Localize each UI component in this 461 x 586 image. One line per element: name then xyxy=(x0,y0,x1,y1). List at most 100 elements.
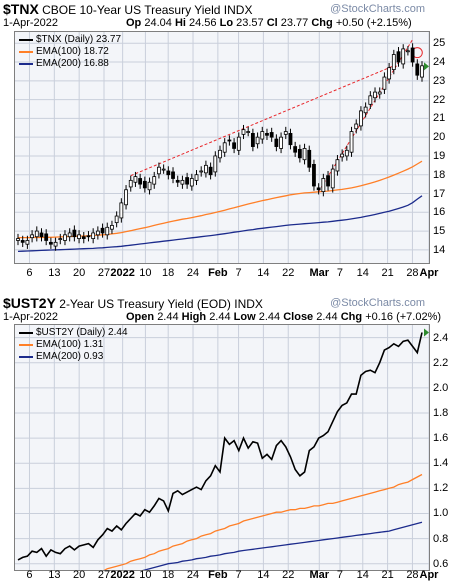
y-tick-label: 1.6 xyxy=(433,432,449,445)
legend-swatch xyxy=(19,51,33,53)
y-tick-label: 24 xyxy=(433,56,446,69)
ust2y-close-label: Close xyxy=(283,311,314,323)
candle-body xyxy=(128,179,133,188)
candle-body xyxy=(157,166,161,175)
x-tick-label: 20 xyxy=(73,569,86,581)
tnx-legend: $TNX (Daily) 23.77 EMA(100) 18.72 EMA(20… xyxy=(19,34,121,70)
ust2y-open-label: Open xyxy=(126,311,155,323)
candle-body xyxy=(236,136,241,151)
x-tick-label: 14 xyxy=(257,267,270,279)
y-tick-label: 19 xyxy=(433,149,446,162)
legend-swatch xyxy=(19,63,33,65)
candle-body xyxy=(39,232,44,238)
y-tick-label: 1.2 xyxy=(433,482,449,495)
candle-body xyxy=(86,235,91,238)
candle-body xyxy=(133,176,138,183)
candle-body xyxy=(100,227,105,234)
x-tick-label: 28 xyxy=(406,267,419,279)
last-value-marker xyxy=(424,328,429,337)
x-tick-label: 21 xyxy=(381,569,394,581)
tnx-date: 1-Apr-2022 xyxy=(3,17,59,29)
candle-body xyxy=(420,65,424,78)
candle-body xyxy=(302,148,307,161)
candle-body xyxy=(359,110,363,127)
candle-body xyxy=(16,238,20,241)
tnx-legend-item-price: $TNX (Daily) 23.77 xyxy=(19,34,121,46)
candle-body xyxy=(25,240,30,245)
x-tick-label: 20 xyxy=(73,267,86,279)
ema-line-100 xyxy=(18,160,423,239)
candle-body xyxy=(269,132,274,138)
ust2y-x-axis: 6 13 20 27 2022 10 18 24 Feb 7 14 22 Mar 7 14 21 28 Apr xyxy=(0,569,461,583)
candle-body xyxy=(81,236,86,239)
candle-body xyxy=(77,234,81,239)
candle-body xyxy=(95,230,100,236)
candle-body xyxy=(34,230,39,238)
y-tick-label: 16 xyxy=(433,206,446,219)
candle-body xyxy=(208,166,213,176)
candle-body xyxy=(67,232,72,238)
tnx-title-row: $TNX CBOE 10-Year US Treasury Yield INDX xyxy=(3,1,252,17)
ust2y-watermark: @StockCharts.com xyxy=(330,297,425,309)
legend-label: EMA(200) 0.93 xyxy=(36,351,104,362)
legend-swatch xyxy=(19,344,33,346)
tnx-change-value: +0.50 (+2.15%) xyxy=(335,17,412,29)
ust2y-title-row: $UST2Y 2-Year US Treasury Yield (EOD) IN… xyxy=(3,295,263,311)
candle-body xyxy=(326,175,330,187)
candle-body xyxy=(166,170,171,176)
y-tick-label: 1.0 xyxy=(433,507,449,520)
y-tick-label: 20 xyxy=(433,131,446,144)
candle-body xyxy=(241,129,246,135)
tnx-chart-panel: $TNX CBOE 10-Year US Treasury Yield INDX… xyxy=(0,0,461,280)
ust2y-low-value: 2.44 xyxy=(258,311,281,323)
x-tick-label: Feb xyxy=(208,569,228,581)
candle-body xyxy=(321,178,326,193)
x-tick-label: 14 xyxy=(356,267,369,279)
tnx-quote-row: 1-Apr-2022 Op 24.04 Hi 24.56 Lo 23.57 Cl… xyxy=(3,17,412,29)
candle-body xyxy=(279,136,283,149)
y-tick-label: 21 xyxy=(433,112,446,125)
candle-body xyxy=(391,54,396,70)
candle-body xyxy=(260,131,265,140)
candle-body xyxy=(119,202,124,219)
x-tick-label: 22 xyxy=(282,569,295,581)
candle-body xyxy=(222,142,227,153)
x-tick-label: 24 xyxy=(186,569,200,581)
candle-body xyxy=(340,153,345,158)
last-value-marker xyxy=(424,62,429,71)
candle-body xyxy=(147,181,152,191)
tnx-low-value: 23.57 xyxy=(236,17,264,29)
tnx-legend-item-ema100: EMA(100) 18.72 xyxy=(19,46,121,58)
candle-body xyxy=(363,106,368,114)
ust2y-open-value: 2.44 xyxy=(157,311,179,323)
candle-body xyxy=(91,232,96,239)
x-tick-label: 6 xyxy=(26,267,33,279)
candle-body xyxy=(250,133,255,147)
tnx-high-label: Hi xyxy=(174,17,186,29)
candle-body xyxy=(138,178,143,185)
candle-body xyxy=(354,123,359,130)
y-tick-label: 22 xyxy=(433,93,446,106)
candle-body xyxy=(307,149,312,168)
candle-body xyxy=(194,174,199,181)
price-line xyxy=(17,332,423,561)
candle-body xyxy=(415,63,420,76)
y-tick-label: 1.8 xyxy=(433,406,449,419)
candle-body xyxy=(124,189,128,206)
x-tick-label: Apr xyxy=(419,267,439,279)
candle-body xyxy=(382,76,387,90)
candle-body xyxy=(401,48,406,65)
candle-body xyxy=(110,225,114,230)
tnx-x-axis: 6 13 20 27 2022 10 18 24 Feb 7 14 22 Mar 7 14 21 28 Apr xyxy=(0,267,461,281)
tnx-close-value: 23.77 xyxy=(280,17,309,29)
y-tick-label: 15 xyxy=(433,225,446,238)
candle-body xyxy=(283,131,288,135)
tnx-close-label: Cl xyxy=(266,17,278,29)
tnx-symbol: $TNX xyxy=(3,1,39,17)
x-tick-label: 14 xyxy=(356,569,369,581)
candle-body xyxy=(175,179,180,183)
x-tick-label: 28 xyxy=(406,569,419,581)
ust2y-legend-item-ema200: EMA(200) 0.93 xyxy=(19,351,128,363)
legend-label: EMA(100) 1.31 xyxy=(36,339,104,350)
tnx-open-value: 24.04 xyxy=(144,17,172,29)
